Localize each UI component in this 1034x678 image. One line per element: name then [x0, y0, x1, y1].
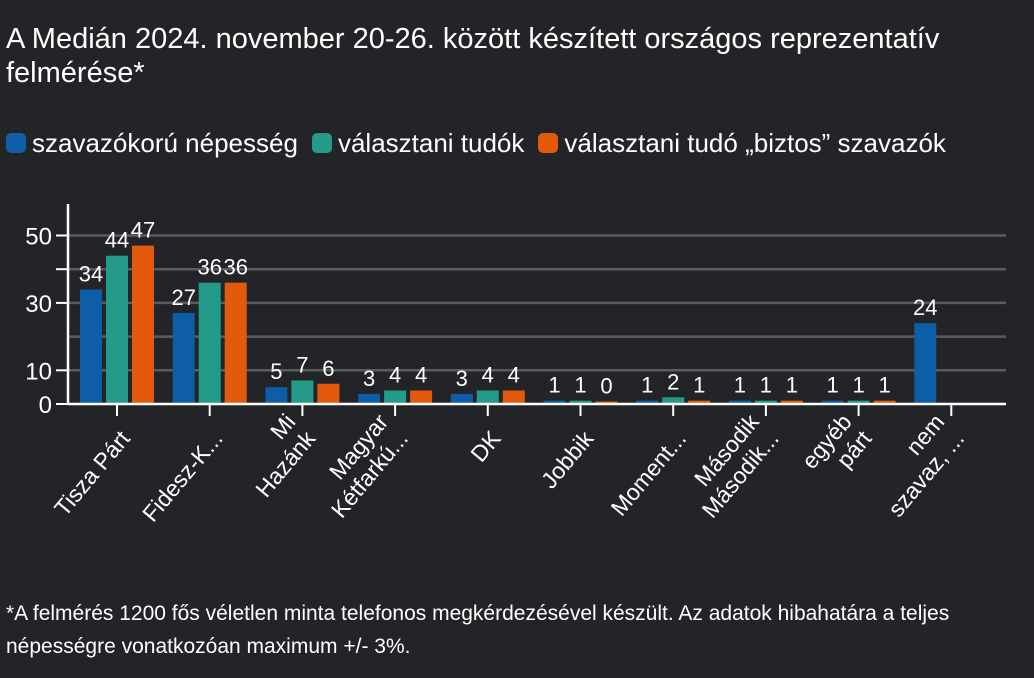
- bar: [688, 400, 711, 404]
- y-tick-label: 0: [39, 392, 52, 419]
- bar: [569, 400, 592, 404]
- legend-label-series-2: választani tudók: [337, 127, 525, 158]
- bar: [847, 400, 870, 404]
- x-tick-label: MagyarKétfarkú...: [306, 409, 413, 523]
- y-tick-label: 50: [25, 224, 52, 251]
- x-tick-label: Fidesz-K...: [137, 426, 228, 527]
- chart-legend: szavazókorú népesség választani tudók vá…: [6, 126, 960, 160]
- bar-value-label: 1: [826, 373, 838, 398]
- bar-value-label: 5: [270, 359, 282, 384]
- bar: [873, 400, 896, 404]
- y-tick-label: 10: [25, 358, 52, 385]
- bar-value-label: 2: [667, 369, 679, 394]
- bar: [754, 400, 777, 404]
- x-tick-label: MásodikMásodik...: [677, 409, 785, 523]
- bar-value-label: 1: [734, 373, 746, 398]
- x-tick-label: egyébpárt: [796, 408, 877, 490]
- bar: [728, 400, 751, 404]
- bar: [914, 323, 937, 404]
- bar: [358, 393, 381, 404]
- bar: [502, 390, 525, 404]
- legend-item-series-1[interactable]: szavazókorú népesség: [6, 128, 298, 159]
- bar-value-label: 24: [913, 295, 937, 320]
- legend-swatch-series-1: [6, 133, 26, 153]
- bar: [198, 282, 221, 404]
- legend-item-series-3[interactable]: választani tudó „biztos” szavazók: [538, 128, 946, 159]
- bar-value-label: 1: [548, 373, 560, 398]
- x-tick-label: MiHazánk: [230, 409, 320, 503]
- legend-label-series-3: választani tudó „biztos” szavazók: [564, 127, 946, 158]
- x-tick-label: DK: [465, 425, 506, 467]
- bar: [662, 397, 685, 404]
- bar-value-label: 34: [79, 261, 103, 286]
- bar-value-label: 36: [223, 255, 247, 280]
- bar-value-label: 4: [389, 363, 401, 388]
- bar-value-label: 1: [693, 373, 705, 398]
- bar-value-label: 1: [641, 373, 653, 398]
- bar-value-label: 27: [171, 285, 195, 310]
- bar-value-label: 44: [105, 228, 129, 253]
- bar-value-label: 1: [786, 373, 798, 398]
- bar-value-label: 1: [760, 373, 772, 398]
- bar-value-label: 4: [482, 363, 494, 388]
- bar: [410, 390, 433, 404]
- bar: [821, 400, 844, 404]
- bar-value-label: 4: [508, 363, 520, 388]
- footnote: *A felmérés 1200 fős véletlen minta tele…: [6, 602, 950, 658]
- bar-value-label: 47: [131, 218, 155, 243]
- bar: [265, 387, 288, 404]
- legend-swatch-series-2: [311, 133, 332, 153]
- bar: [317, 383, 340, 404]
- legend-swatch-series-3: [538, 133, 559, 153]
- bar-value-label: 1: [852, 373, 864, 398]
- bar-value-label: 7: [296, 352, 308, 377]
- bar-value-label: 6: [322, 356, 334, 381]
- y-tick-label: 30: [25, 291, 52, 318]
- bar: [543, 400, 566, 404]
- bar: [291, 380, 314, 404]
- x-tick-label: Jobbik: [536, 425, 599, 493]
- bar-value-label: 3: [456, 366, 468, 391]
- bar: [224, 282, 247, 404]
- bar: [80, 289, 102, 404]
- chart-title: A Medián 2024. november 20-26. között ké…: [6, 23, 940, 89]
- bar-value-label: 36: [197, 255, 221, 280]
- bar-value-label: 4: [415, 363, 427, 388]
- bar-value-label: 1: [574, 373, 586, 398]
- bar: [106, 255, 128, 404]
- bar: [450, 393, 473, 404]
- legend-label-series-1: szavazókorú népesség: [32, 127, 298, 158]
- bar: [172, 313, 195, 404]
- bar-value-label: 0: [600, 374, 612, 399]
- x-tick-label: nemszavaz, ...: [863, 409, 969, 522]
- bar: [384, 390, 407, 404]
- bar: [636, 400, 659, 404]
- x-tick-label: Moment...: [606, 426, 692, 521]
- legend-item-series-2[interactable]: választani tudók: [311, 127, 525, 159]
- bar: [780, 400, 803, 404]
- bar-value-label: 3: [363, 366, 375, 391]
- bar: [132, 245, 154, 404]
- bar-value-label: 1: [878, 373, 890, 398]
- bar: [476, 390, 499, 404]
- x-tick-label: Tisza Párt: [49, 425, 135, 521]
